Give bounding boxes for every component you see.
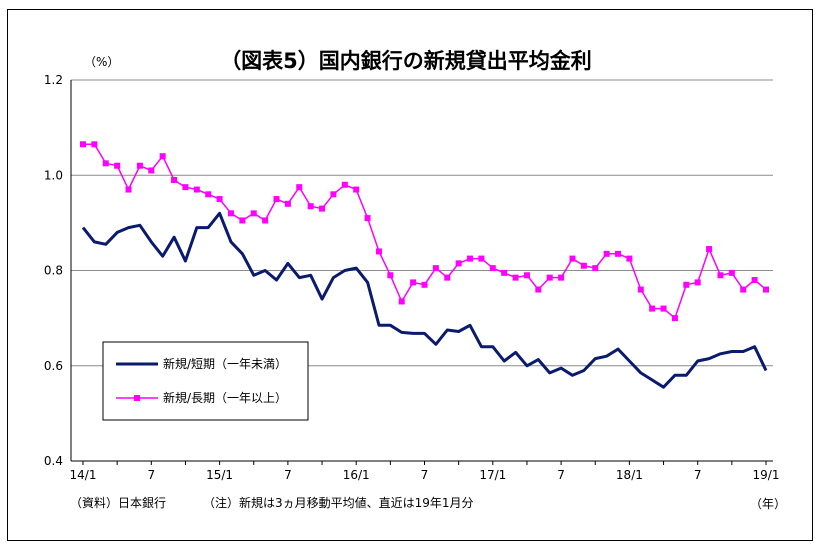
- series-long-term-point: [341, 181, 348, 188]
- series-long-term-point: [592, 265, 599, 272]
- series-long-term-point: [102, 160, 109, 167]
- y-tick-label: 1.2: [44, 73, 63, 87]
- series-long-term-point: [273, 196, 280, 203]
- x-tick-label: 19/1: [753, 468, 780, 482]
- y-tick-labels: 0.4 0.6 0.8 1.0 1.2: [44, 73, 63, 468]
- series-long-term-point: [91, 141, 98, 148]
- y-tick-label: 0.6: [44, 359, 63, 373]
- series-long-term-point: [694, 279, 701, 286]
- series-long-term-point: [706, 246, 713, 253]
- chart-frame: （図表5）国内銀行の新規貸出平均金利 （%） 0.4 0.6 0.8 1.0 1.2 1…: [7, 9, 813, 541]
- x-tick-labels: 14/1 7 15/1 7 16/1 7 17/1 7 18/1 7 19/1: [70, 468, 780, 482]
- x-tick-label: 15/1: [206, 468, 233, 482]
- series-long-term-point: [80, 141, 86, 148]
- series-long-term-point: [330, 191, 337, 198]
- series-long-term-point: [319, 205, 326, 212]
- axes: [70, 80, 773, 465]
- series-long-term-point: [478, 255, 485, 262]
- series-long-term-point: [250, 210, 257, 217]
- series-long-term-line: [83, 143, 767, 319]
- series-long-term-point: [148, 167, 155, 174]
- x-tick-label: 7: [557, 468, 565, 482]
- series-long-term-point: [410, 279, 417, 286]
- x-tick-label: 7: [421, 468, 429, 482]
- legend: 新規/短期（一年未満） 新規/長期（一年以上）: [102, 341, 309, 421]
- series-long-term-point: [671, 315, 678, 322]
- legend-label-long-term: 新規/長期（一年以上）: [163, 390, 287, 405]
- series-long-term-point: [717, 272, 724, 279]
- x-axis-unit: （年）: [750, 497, 786, 511]
- y-axis-unit: （%）: [84, 55, 119, 69]
- series-long-term-point: [398, 298, 405, 305]
- series-long-term-point: [580, 262, 587, 269]
- series-long-term-point: [205, 191, 212, 198]
- x-tick-label: 16/1: [343, 468, 370, 482]
- series-long-term-point: [421, 281, 428, 288]
- grid-lines: [71, 79, 773, 367]
- series-long-term-point: [296, 184, 303, 191]
- series-long-term-point: [182, 184, 189, 191]
- source-note: （資料）日本銀行: [70, 496, 166, 510]
- series-long-term-point: [546, 274, 553, 281]
- series-long-term-point: [603, 250, 610, 257]
- series-long-term-point: [489, 265, 496, 272]
- legend-label-short-term: 新規/短期（一年未満）: [163, 356, 287, 371]
- series-long-term-point: [216, 196, 223, 203]
- caption-note: （注）新規は3ヵ月移動平均値、直近は19年1月分: [203, 495, 474, 510]
- series-long-term-point: [660, 305, 667, 312]
- series-long-term-point: [535, 286, 542, 293]
- y-tick-label: 0.8: [44, 264, 63, 278]
- series-long-term-point: [501, 269, 508, 276]
- y-tick-label: 1.0: [44, 168, 63, 182]
- series-long-term-point: [239, 217, 246, 224]
- series-long-term-point: [227, 210, 234, 217]
- series-long-term-point: [558, 274, 565, 281]
- series-long-term-point: [444, 274, 451, 281]
- series-short-term-line: [81, 211, 768, 389]
- line-chart: （図表5）国内銀行の新規貸出平均金利 （%） 0.4 0.6 0.8 1.0 1.2 1…: [44, 49, 786, 511]
- x-tick-label: 7: [147, 468, 155, 482]
- series-long-term-point: [728, 269, 735, 276]
- series-long-term-point: [512, 274, 519, 281]
- series-long-term-point: [523, 272, 530, 279]
- series-long-term-point: [364, 215, 371, 222]
- series-long-term-point: [307, 203, 314, 210]
- series-long-term-point: [387, 272, 394, 279]
- series-long-term-point: [763, 286, 769, 293]
- series-long-term-point: [284, 200, 291, 207]
- series-long-term-point: [455, 260, 462, 267]
- series-long-term-point: [569, 255, 576, 262]
- x-tick-label: 17/1: [479, 468, 506, 482]
- series-long-term-point: [649, 305, 656, 312]
- series-long-term-point: [353, 186, 360, 193]
- series-long-term-point: [683, 281, 690, 288]
- legend-box: [102, 341, 309, 421]
- series-long-term-point: [262, 217, 269, 224]
- y-tick-label: 0.4: [44, 454, 63, 468]
- series-layer: [80, 141, 769, 389]
- x-tick-label: 7: [284, 468, 292, 482]
- series-long-term-point: [751, 277, 758, 284]
- series-long-term-point: [171, 177, 178, 184]
- series-long-term-point: [375, 248, 382, 255]
- series-long-term-point: [615, 250, 622, 257]
- series-long-term-point: [740, 286, 747, 293]
- series-long-term-point: [125, 186, 132, 193]
- series-long-term-point: [467, 255, 474, 262]
- series-long-term-point: [159, 153, 166, 160]
- series-long-term-point: [136, 162, 143, 169]
- x-tick-label: 14/1: [70, 468, 97, 482]
- x-tick-label: 7: [694, 468, 702, 482]
- series-long-term-point: [114, 162, 121, 169]
- legend-marker-long-term: [134, 395, 140, 401]
- chart-title: （図表5）国内銀行の新規貸出平均金利: [220, 49, 592, 73]
- series-long-term-point: [432, 265, 439, 272]
- series-long-term-point: [626, 255, 633, 262]
- series-long-term-point: [637, 286, 644, 293]
- series-long-term-point: [193, 186, 200, 193]
- x-tick-label: 18/1: [616, 468, 643, 482]
